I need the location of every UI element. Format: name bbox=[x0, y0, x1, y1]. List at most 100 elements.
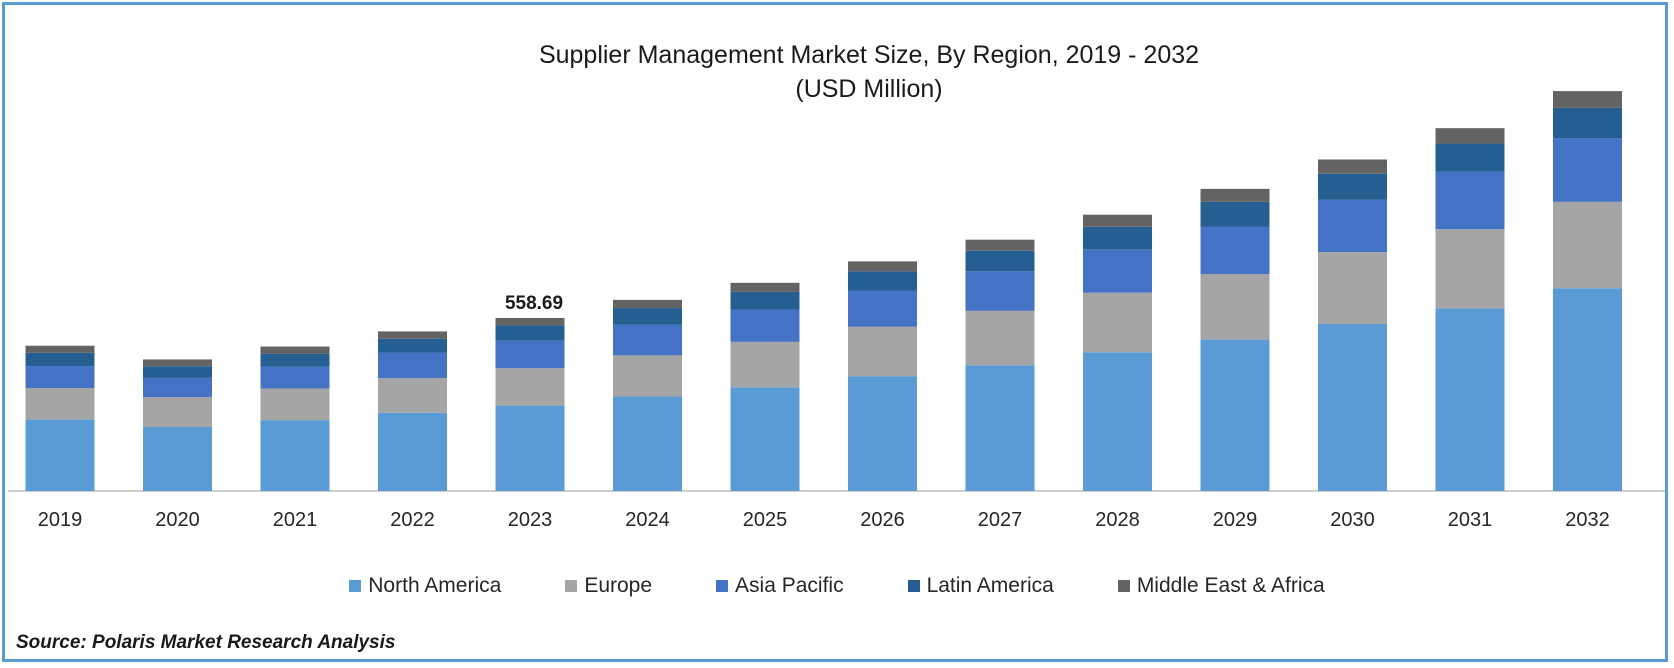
bar-latin-america-2029 bbox=[1200, 201, 1270, 227]
bar-middle-east-africa-2029 bbox=[1200, 188, 1270, 202]
bar-asia-pacific-2031 bbox=[1435, 171, 1505, 230]
bar-north-america-2032 bbox=[1553, 288, 1622, 491]
bar-latin-america-2032 bbox=[1553, 107, 1622, 139]
legend-item-north-america: North America bbox=[349, 574, 501, 598]
x-tick-label-2030: 2030 bbox=[1330, 509, 1375, 531]
legend-swatch-middle-east-africa bbox=[1117, 580, 1130, 592]
bar-north-america-2019 bbox=[25, 419, 95, 491]
x-tick-label-2019: 2019 bbox=[38, 509, 83, 531]
x-tick-label-2026: 2026 bbox=[860, 509, 905, 531]
bar-europe-2024 bbox=[613, 355, 682, 397]
bar-latin-america-2022 bbox=[378, 338, 447, 353]
x-tick-label-2027: 2027 bbox=[978, 509, 1023, 531]
bar-north-america-2027 bbox=[965, 365, 1035, 491]
bar-middle-east-africa-2032 bbox=[1553, 91, 1622, 108]
bar-asia-pacific-2019 bbox=[25, 366, 95, 389]
bar-middle-east-africa-2025 bbox=[730, 282, 800, 292]
legend-swatch-north-america bbox=[349, 580, 362, 592]
bar-asia-pacific-2032 bbox=[1553, 138, 1622, 202]
bar-asia-pacific-2029 bbox=[1200, 226, 1270, 275]
chart-title: Supplier Management Market Size, By Regi… bbox=[0, 38, 1674, 106]
x-tick-label-2021: 2021 bbox=[273, 509, 318, 531]
x-tick-label-2028: 2028 bbox=[1095, 509, 1140, 531]
bar-asia-pacific-2022 bbox=[378, 352, 447, 379]
bar-latin-america-2021 bbox=[260, 353, 330, 367]
x-tick-label-2032: 2032 bbox=[1565, 509, 1610, 531]
bar-middle-east-africa-2022 bbox=[378, 331, 447, 339]
bar-europe-2032 bbox=[1553, 201, 1622, 289]
legend-item-latin-america: Latin America bbox=[907, 574, 1054, 598]
x-tick-label-2029: 2029 bbox=[1213, 509, 1258, 531]
bar-asia-pacific-2027 bbox=[965, 271, 1035, 311]
legend-label-north-america: North America bbox=[368, 574, 502, 597]
bar-europe-2020 bbox=[143, 397, 212, 428]
bar-asia-pacific-2024 bbox=[613, 324, 682, 356]
bar-middle-east-africa-2028 bbox=[1083, 214, 1152, 227]
legend-label-middle-east-africa: Middle East & Africa bbox=[1136, 574, 1325, 597]
bar-north-america-2025 bbox=[730, 387, 800, 491]
legend-label-latin-america: Latin America bbox=[926, 574, 1054, 597]
bar-north-america-2020 bbox=[143, 427, 212, 491]
bar-middle-east-africa-2024 bbox=[613, 299, 682, 309]
bar-europe-2027 bbox=[965, 310, 1035, 366]
bar-asia-pacific-2030 bbox=[1318, 199, 1387, 253]
chart-legend: North America Europe Asia Pacific Latin … bbox=[0, 574, 1674, 598]
bar-latin-america-2030 bbox=[1318, 173, 1387, 200]
legend-item-middle-east-africa: Middle East & Africa bbox=[1117, 574, 1325, 598]
bar-north-america-2021 bbox=[260, 420, 330, 491]
bar-middle-east-africa-2026 bbox=[848, 261, 917, 272]
legend-item-europe: Europe bbox=[565, 574, 652, 598]
bar-middle-east-africa-2020 bbox=[143, 359, 212, 367]
x-tick-label-2022: 2022 bbox=[390, 509, 435, 531]
bar-europe-2022 bbox=[378, 378, 447, 413]
bar-europe-2028 bbox=[1083, 292, 1152, 353]
legend-item-asia-pacific: Asia Pacific bbox=[716, 574, 844, 598]
bar-europe-2029 bbox=[1200, 274, 1270, 340]
bar-asia-pacific-2020 bbox=[143, 377, 212, 398]
bar-north-america-2026 bbox=[848, 376, 917, 491]
bar-north-america-2024 bbox=[613, 396, 682, 491]
bar-north-america-2029 bbox=[1200, 339, 1270, 491]
bar-europe-2025 bbox=[730, 341, 800, 388]
bar-latin-america-2024 bbox=[613, 308, 682, 325]
bar-latin-america-2031 bbox=[1435, 143, 1505, 172]
bar-asia-pacific-2023 bbox=[495, 340, 565, 369]
bar-europe-2031 bbox=[1435, 229, 1505, 309]
bar-middle-east-africa-2019 bbox=[25, 345, 95, 353]
chart-title-line1: Supplier Management Market Size, By Regi… bbox=[538, 41, 1200, 69]
x-tick-label-2025: 2025 bbox=[743, 509, 788, 531]
x-tick-label-2023: 2023 bbox=[508, 509, 553, 531]
bar-latin-america-2020 bbox=[143, 366, 212, 378]
bar-europe-2026 bbox=[848, 326, 917, 377]
bar-asia-pacific-2025 bbox=[730, 309, 800, 342]
bar-latin-america-2028 bbox=[1083, 226, 1152, 250]
bar-latin-america-2027 bbox=[965, 250, 1035, 272]
legend-swatch-europe bbox=[565, 580, 578, 592]
bar-asia-pacific-2021 bbox=[260, 366, 330, 389]
bar-north-america-2022 bbox=[378, 412, 447, 491]
bar-north-america-2031 bbox=[1435, 308, 1505, 491]
bar-latin-america-2019 bbox=[25, 352, 95, 367]
data-label-2023: 558.69 bbox=[505, 293, 563, 314]
bar-middle-east-africa-2021 bbox=[260, 346, 330, 354]
x-tick-label-2031: 2031 bbox=[1448, 509, 1493, 531]
bar-middle-east-africa-2027 bbox=[965, 239, 1035, 251]
bar-latin-america-2023 bbox=[495, 325, 565, 341]
legend-swatch-latin-america bbox=[907, 580, 920, 592]
bar-middle-east-africa-2031 bbox=[1435, 128, 1505, 144]
bar-north-america-2023 bbox=[495, 405, 565, 491]
x-tick-label-2024: 2024 bbox=[625, 509, 670, 531]
bar-north-america-2030 bbox=[1318, 324, 1387, 491]
legend-label-europe: Europe bbox=[584, 574, 653, 597]
bar-latin-america-2026 bbox=[848, 271, 917, 291]
x-tick-label-2020: 2020 bbox=[155, 509, 200, 531]
bar-middle-east-africa-2030 bbox=[1318, 159, 1387, 174]
bar-europe-2023 bbox=[495, 368, 565, 406]
bar-north-america-2028 bbox=[1083, 352, 1152, 491]
legend-label-asia-pacific: Asia Pacific bbox=[735, 574, 844, 597]
bar-europe-2019 bbox=[25, 388, 95, 420]
chart-title-line2: (USD Million) bbox=[795, 75, 943, 103]
bar-asia-pacific-2026 bbox=[848, 290, 917, 327]
